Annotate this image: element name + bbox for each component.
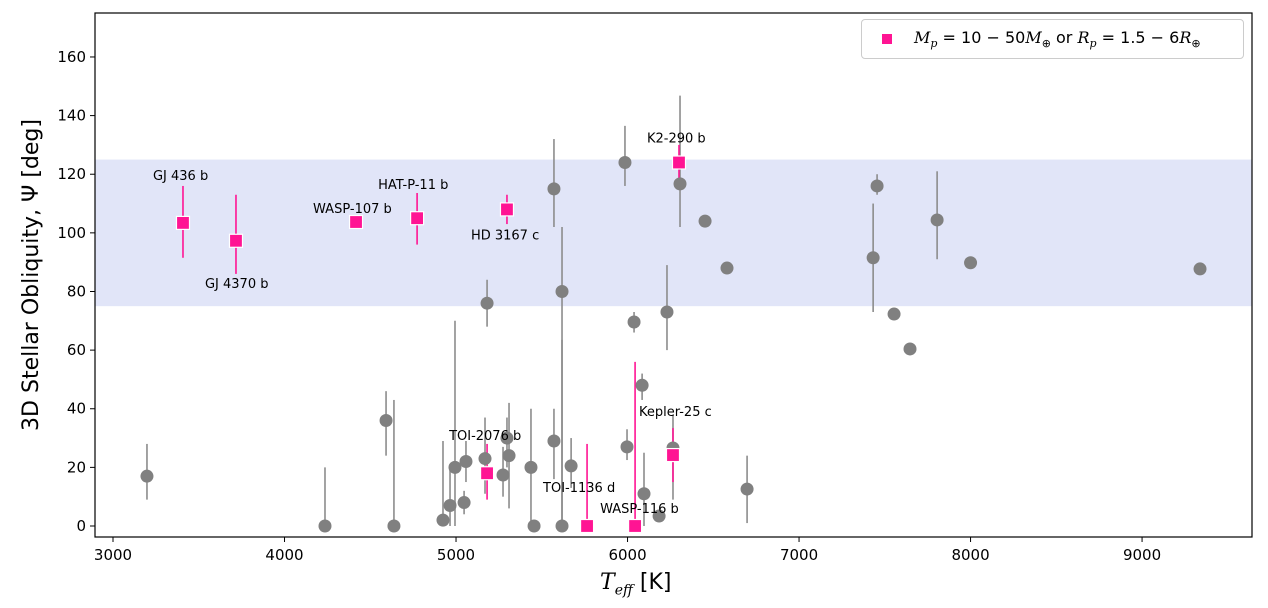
point-annotation: WASP-107 b xyxy=(313,202,392,217)
point-annotation: HAT-P-11 b xyxy=(378,178,448,193)
data-point xyxy=(443,498,457,512)
data-point xyxy=(496,468,510,482)
data-point xyxy=(555,519,569,533)
point-annotation: Kepler-25 c xyxy=(639,405,712,420)
legend-re-sub: ⊕ xyxy=(1191,37,1201,51)
y-tick-label: 20 xyxy=(67,458,86,476)
x-tick-label: 8000 xyxy=(951,546,989,564)
highlight-point xyxy=(671,155,687,170)
x-axis-label: Teff [K] xyxy=(600,570,672,598)
x-tick-label: 9000 xyxy=(1123,546,1161,564)
legend-rp-sub: p xyxy=(1089,37,1097,51)
data-point xyxy=(379,413,393,427)
x-tick-label: 3000 xyxy=(94,546,132,564)
y-tick-label: 100 xyxy=(57,224,86,242)
x-tick-label: 6000 xyxy=(608,546,646,564)
x-tick-label: 7000 xyxy=(780,546,818,564)
point-annotation: K2-290 b xyxy=(647,132,706,147)
x-axis-unit: [K] xyxy=(639,570,672,595)
data-point xyxy=(564,459,578,473)
data-point xyxy=(635,378,649,392)
data-point xyxy=(673,177,687,191)
highlight-point xyxy=(409,211,425,226)
legend-or: or xyxy=(1050,27,1078,47)
y-axis-label: 3D Stellar Obliquity, Ψ [deg] xyxy=(19,119,44,431)
plot-frame xyxy=(94,12,1253,538)
point-annotation: TOI-2076 b xyxy=(448,429,521,444)
legend-mp-sub: p xyxy=(930,37,938,51)
data-point xyxy=(660,305,674,319)
y-tick-label: 160 xyxy=(57,48,86,66)
data-point xyxy=(652,509,666,523)
data-point xyxy=(436,513,450,527)
x-tick-label: 5000 xyxy=(437,546,475,564)
obliquity-band xyxy=(95,159,1252,307)
legend-re: R xyxy=(1179,27,1192,47)
data-point xyxy=(387,519,401,533)
legend-label: Mp = 10 − 50M⊕ or Rp = 1.5 − 6R⊕ xyxy=(914,28,1201,50)
highlight-point xyxy=(228,233,244,248)
y-tick-label: 80 xyxy=(67,282,86,300)
data-point xyxy=(547,434,561,448)
y-tick-label: 0 xyxy=(76,517,86,535)
data-point xyxy=(527,519,541,533)
data-point xyxy=(870,179,884,193)
y-tick-label: 120 xyxy=(57,165,86,183)
legend-me: M xyxy=(1025,27,1042,47)
data-point xyxy=(140,469,154,483)
legend-eq1: = 10 − 50 xyxy=(937,27,1026,47)
x-axis-subscript: eff xyxy=(614,582,633,599)
data-point xyxy=(720,261,734,275)
data-point xyxy=(459,455,473,469)
x-axis-symbol: T xyxy=(600,570,615,595)
data-point xyxy=(478,452,492,466)
data-point xyxy=(448,460,462,474)
point-annotation: WASP-116 b xyxy=(600,502,679,517)
data-point xyxy=(1193,262,1207,276)
legend-mp: M xyxy=(914,27,931,47)
highlight-point xyxy=(348,214,364,230)
data-point xyxy=(637,487,651,501)
highlight-point xyxy=(175,215,191,230)
legend: Mp = 10 − 50M⊕ or Rp = 1.5 − 6R⊕ xyxy=(861,19,1244,59)
legend-me-sub: ⊕ xyxy=(1041,37,1051,51)
legend-swatch-square xyxy=(882,34,892,44)
data-point xyxy=(555,284,569,298)
data-point xyxy=(903,342,917,356)
point-annotation: HD 3167 c xyxy=(471,228,539,243)
data-point xyxy=(480,296,494,310)
data-point xyxy=(618,156,632,170)
y-tick-label: 60 xyxy=(67,341,86,359)
data-point xyxy=(547,182,561,196)
highlight-point xyxy=(627,518,643,534)
point-annotation: TOI-1136 d xyxy=(542,481,615,496)
data-point xyxy=(698,214,712,228)
data-point xyxy=(502,449,516,463)
x-tick-label: 4000 xyxy=(265,546,303,564)
data-point xyxy=(740,482,754,496)
highlight-point xyxy=(665,447,681,463)
data-point xyxy=(887,307,901,321)
point-annotation: GJ 436 b xyxy=(153,169,208,184)
data-point xyxy=(318,519,332,533)
legend-eq2: = 1.5 − 6 xyxy=(1096,27,1180,47)
data-point xyxy=(866,251,880,265)
data-point xyxy=(627,315,641,329)
data-point xyxy=(524,460,538,474)
data-point xyxy=(457,496,471,510)
data-point xyxy=(620,440,634,454)
highlight-point xyxy=(479,466,495,481)
data-point xyxy=(500,431,514,445)
highlight-point xyxy=(579,518,595,534)
legend-rp: R xyxy=(1077,27,1090,47)
data-point xyxy=(930,213,944,227)
y-tick-label: 40 xyxy=(67,400,86,418)
highlight-point xyxy=(499,202,515,217)
data-point xyxy=(964,256,978,270)
y-tick-label: 140 xyxy=(57,107,86,125)
point-annotation: GJ 4370 b xyxy=(205,277,269,292)
